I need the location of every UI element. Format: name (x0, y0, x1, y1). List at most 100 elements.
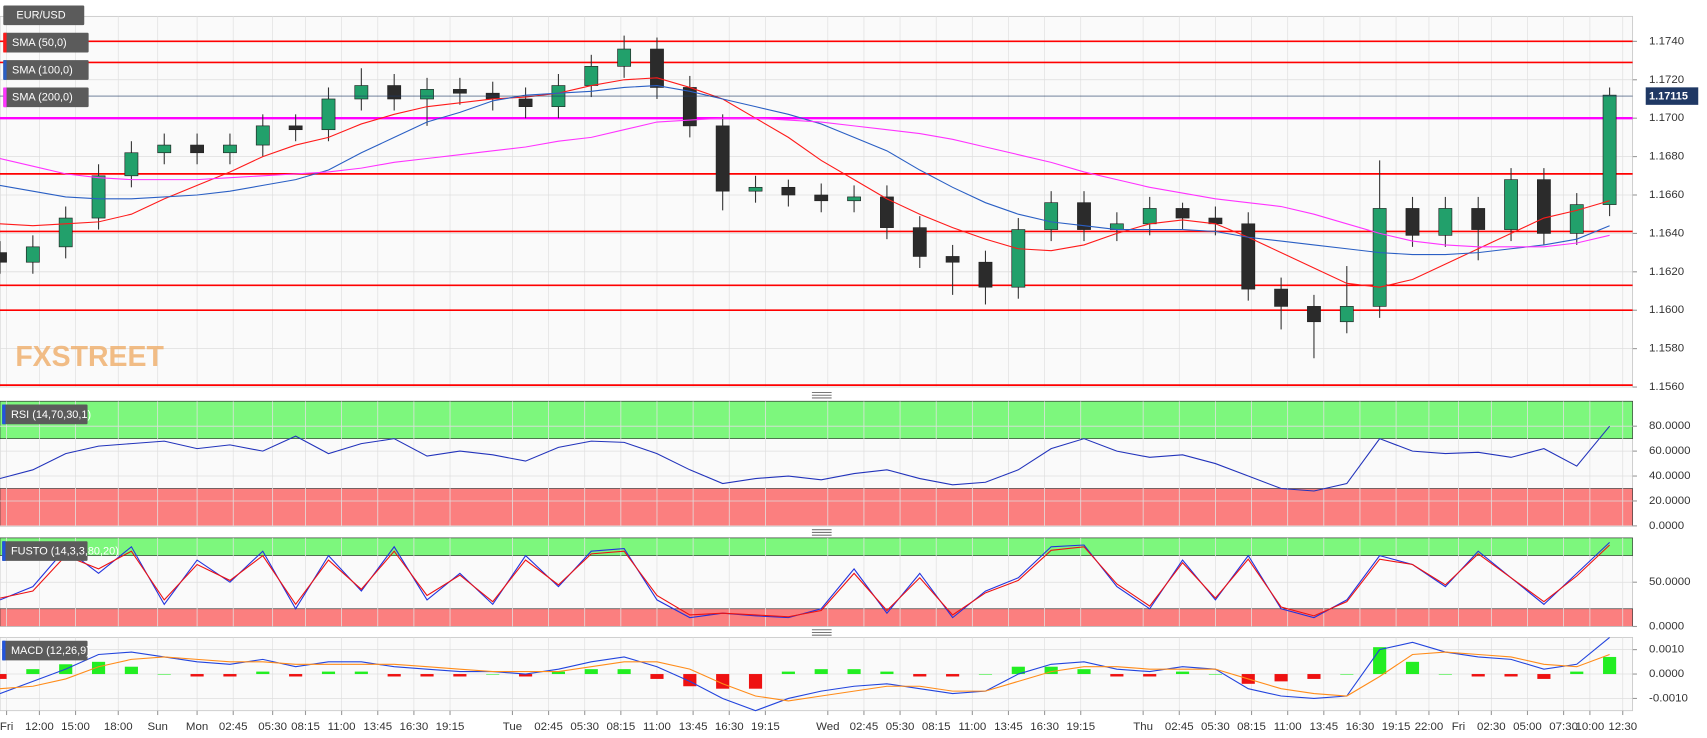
candle-body (945, 256, 960, 263)
histogram-bar (289, 674, 303, 677)
y-tick-label: 80.0000 (1649, 420, 1690, 432)
histogram-bar (26, 669, 40, 675)
histogram-bar (1110, 674, 1124, 677)
histogram-bar (1011, 666, 1025, 675)
candle-body (1372, 208, 1387, 307)
histogram-bar (1340, 674, 1354, 675)
histogram-bar (519, 674, 533, 677)
legend-box (2, 541, 88, 561)
candle-body (1044, 202, 1059, 230)
x-tick-label: Fri (0, 721, 13, 733)
legend-swatch (2, 404, 6, 425)
watermark: FXSTREET (15, 341, 164, 373)
histogram-bar (1077, 669, 1091, 675)
candle-body (1175, 208, 1190, 219)
series-line (0, 651, 1610, 702)
x-tick-label: 16:30 (1346, 721, 1375, 733)
x-tick-label: 07:30 (1549, 721, 1578, 733)
candle-body (912, 227, 927, 257)
histogram-bar (223, 674, 237, 677)
candle-body (1569, 204, 1584, 234)
legend-label: RSI (14,70,30,1) (11, 409, 91, 421)
x-tick-label: 15:00 (61, 721, 90, 733)
histogram-bar (847, 669, 861, 675)
histogram-bar (1471, 674, 1485, 677)
legend-label: SMA (100,0) (12, 64, 73, 76)
histogram-bar (124, 666, 138, 675)
histogram-bar (913, 674, 927, 677)
zone (0, 400, 1633, 439)
candle-body (1339, 306, 1354, 323)
histogram-bar (1307, 674, 1321, 679)
histogram-bar (1143, 674, 1157, 677)
legend-label: SMA (200,0) (12, 92, 73, 104)
histogram-bar (1504, 674, 1518, 677)
histogram-bar (781, 671, 795, 675)
y-tick-label: 1.1660 (1649, 189, 1684, 201)
candle-body (1142, 208, 1157, 225)
histogram-bar (1603, 656, 1617, 675)
x-tick-label: 13:45 (994, 721, 1023, 733)
series-line (0, 84, 1610, 256)
candle-body (354, 85, 369, 100)
y-tick-label: 50.0000 (1649, 576, 1690, 588)
y-tick-label: 1.1600 (1649, 304, 1684, 316)
legend-box (3, 87, 89, 108)
legend-box (2, 404, 88, 425)
candle-body (617, 48, 632, 67)
y-tick-label: 1.1720 (1649, 74, 1684, 86)
series-line (0, 425, 1611, 492)
candle-body (847, 196, 861, 202)
panel-background (0, 15, 1634, 388)
histogram-bar (946, 674, 960, 677)
legend-label: FUSTO (14,3,3,80,20) (11, 545, 119, 557)
x-tick-label: 02:30 (1477, 721, 1506, 733)
x-tick-label: Mon (186, 721, 208, 733)
candle-body (1077, 202, 1091, 230)
legend-box (2, 640, 88, 661)
histogram-bar (0, 674, 7, 679)
series-line (0, 77, 1610, 288)
x-tick-label: 22:00 (1415, 721, 1444, 733)
candle-body (91, 175, 106, 219)
y-tick-label: 1.1680 (1649, 151, 1684, 163)
candle-body (420, 89, 434, 100)
candle-body (978, 261, 993, 288)
candle-body (288, 125, 303, 131)
x-tick-label: Sun (147, 721, 167, 733)
histogram-bar (256, 671, 270, 675)
legend-box (3, 32, 89, 53)
candle-body (781, 186, 796, 196)
x-tick-label: Thu (1133, 721, 1153, 733)
histogram-bar (880, 671, 894, 675)
x-tick-label: Tue (503, 721, 522, 733)
legend-label: SMA (50,0) (12, 37, 67, 49)
panel-handles (811, 391, 832, 636)
x-tick-label: 05:30 (570, 721, 599, 733)
x-tick-label: 11:00 (958, 721, 986, 733)
x-tick-label: 05:00 (1513, 721, 1542, 733)
series-line (0, 636, 1610, 712)
y-tick-label: 1.1580 (1649, 343, 1684, 355)
candle-body (124, 152, 139, 177)
x-tick-label: 02:45 (219, 721, 248, 733)
candle-body (1471, 208, 1486, 230)
legend-swatch (3, 32, 7, 53)
x-tick-label: 10:00 (1576, 721, 1605, 733)
y-tick-label: 1.1740 (1649, 35, 1684, 47)
histogram-bar (387, 674, 401, 677)
x-tick-label: 05:30 (258, 721, 287, 733)
y-tick-label: -0.0010 (1649, 692, 1688, 704)
candle-body (1438, 208, 1453, 236)
candle-body (518, 98, 533, 107)
x-tick-label: 16:30 (715, 721, 744, 733)
x-tick-label: 16:30 (1030, 721, 1059, 733)
zone (0, 488, 1633, 527)
y-tick-label: 40.0000 (1649, 470, 1690, 482)
legend-swatch (3, 60, 7, 80)
candle-body (748, 186, 763, 192)
candle-body (387, 85, 402, 100)
candle-body (650, 48, 664, 88)
legend-swatch (2, 640, 6, 661)
